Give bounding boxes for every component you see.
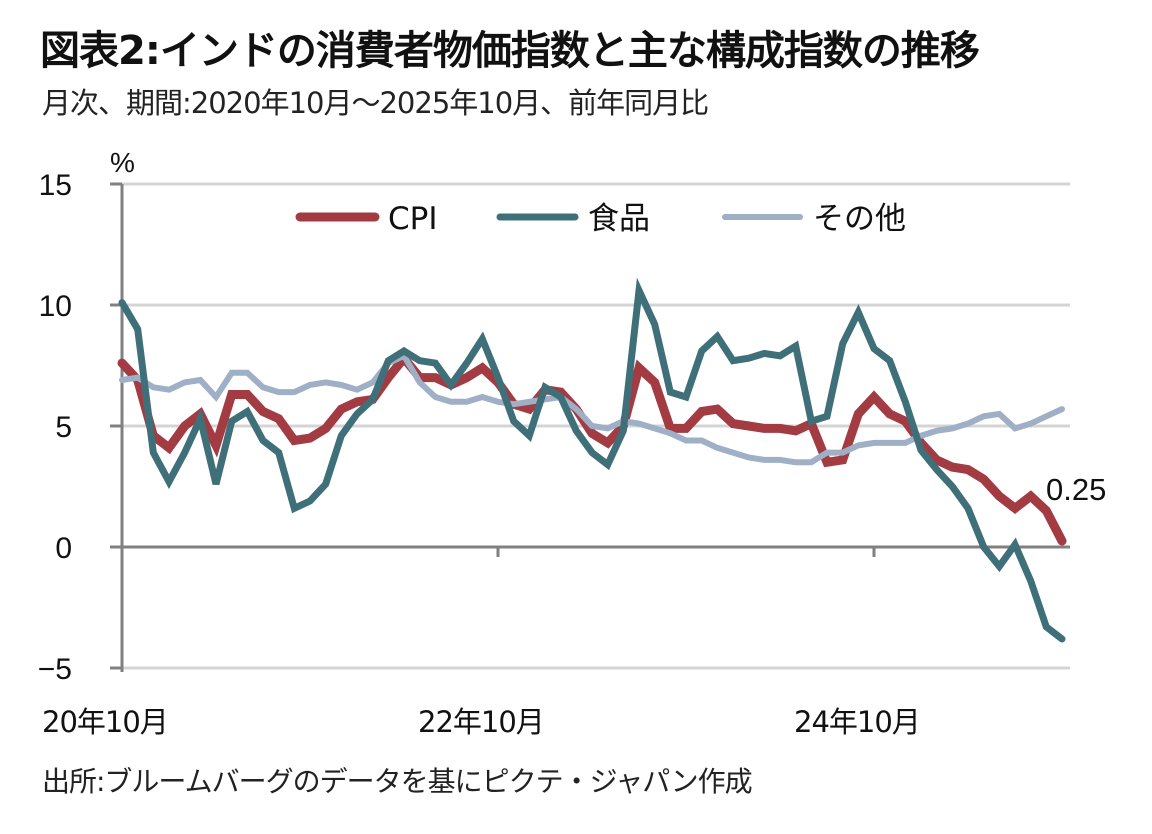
y-unit-label: % xyxy=(110,147,135,178)
legend-label: 食品 xyxy=(588,201,650,237)
y-tick-labels: 15 10 5 0 −5 xyxy=(38,169,72,686)
y-tick-label: 10 xyxy=(39,290,72,323)
x-tick-label: 22年10月 xyxy=(418,705,544,739)
value-annotation: 0.25 xyxy=(1046,472,1106,507)
series-line-food xyxy=(118,277,1066,643)
series-lines xyxy=(117,277,1067,643)
legend-label: CPI xyxy=(388,201,437,237)
annotations: 0.25 xyxy=(1046,472,1106,507)
y-tick-label: −5 xyxy=(38,653,72,686)
x-tick-label: 20年10月 xyxy=(42,705,168,739)
legend-item-other: その他 xyxy=(722,201,906,237)
x-tick-label: 24年10月 xyxy=(794,705,920,739)
legend-item-food: 食品 xyxy=(496,201,650,237)
legend-label: その他 xyxy=(813,201,906,237)
source-note: 出所:ブルームバーグのデータを基にピクテ・ジャパン作成 xyxy=(42,765,753,798)
y-tick-label: 0 xyxy=(55,532,72,565)
x-tick-labels: 20年10月 22年10月 24年10月 xyxy=(42,705,921,739)
legend-item-cpi: CPI xyxy=(295,201,437,237)
chart-subtitle: 月次、期間:2020年10月～2025年10月、前年同月比 xyxy=(42,86,709,120)
series-line-cpi xyxy=(117,351,1067,546)
axes xyxy=(110,182,1070,672)
y-tick-label: 5 xyxy=(55,411,72,444)
y-tick-label: 15 xyxy=(39,169,72,202)
legend: CPI 食品 その他 xyxy=(295,201,906,237)
series-line-other xyxy=(119,351,1065,466)
chart-title: 図表2:インドの消費者物価指数と主な構成指数の推移 xyxy=(40,28,980,74)
